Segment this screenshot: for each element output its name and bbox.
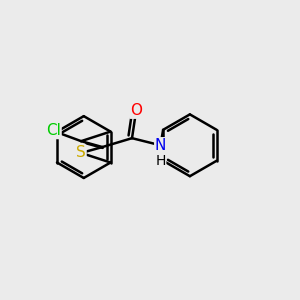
Text: S: S (76, 146, 86, 160)
Text: O: O (130, 103, 142, 118)
Text: Cl: Cl (46, 124, 61, 139)
Text: N: N (155, 138, 166, 153)
Text: H: H (155, 154, 166, 168)
